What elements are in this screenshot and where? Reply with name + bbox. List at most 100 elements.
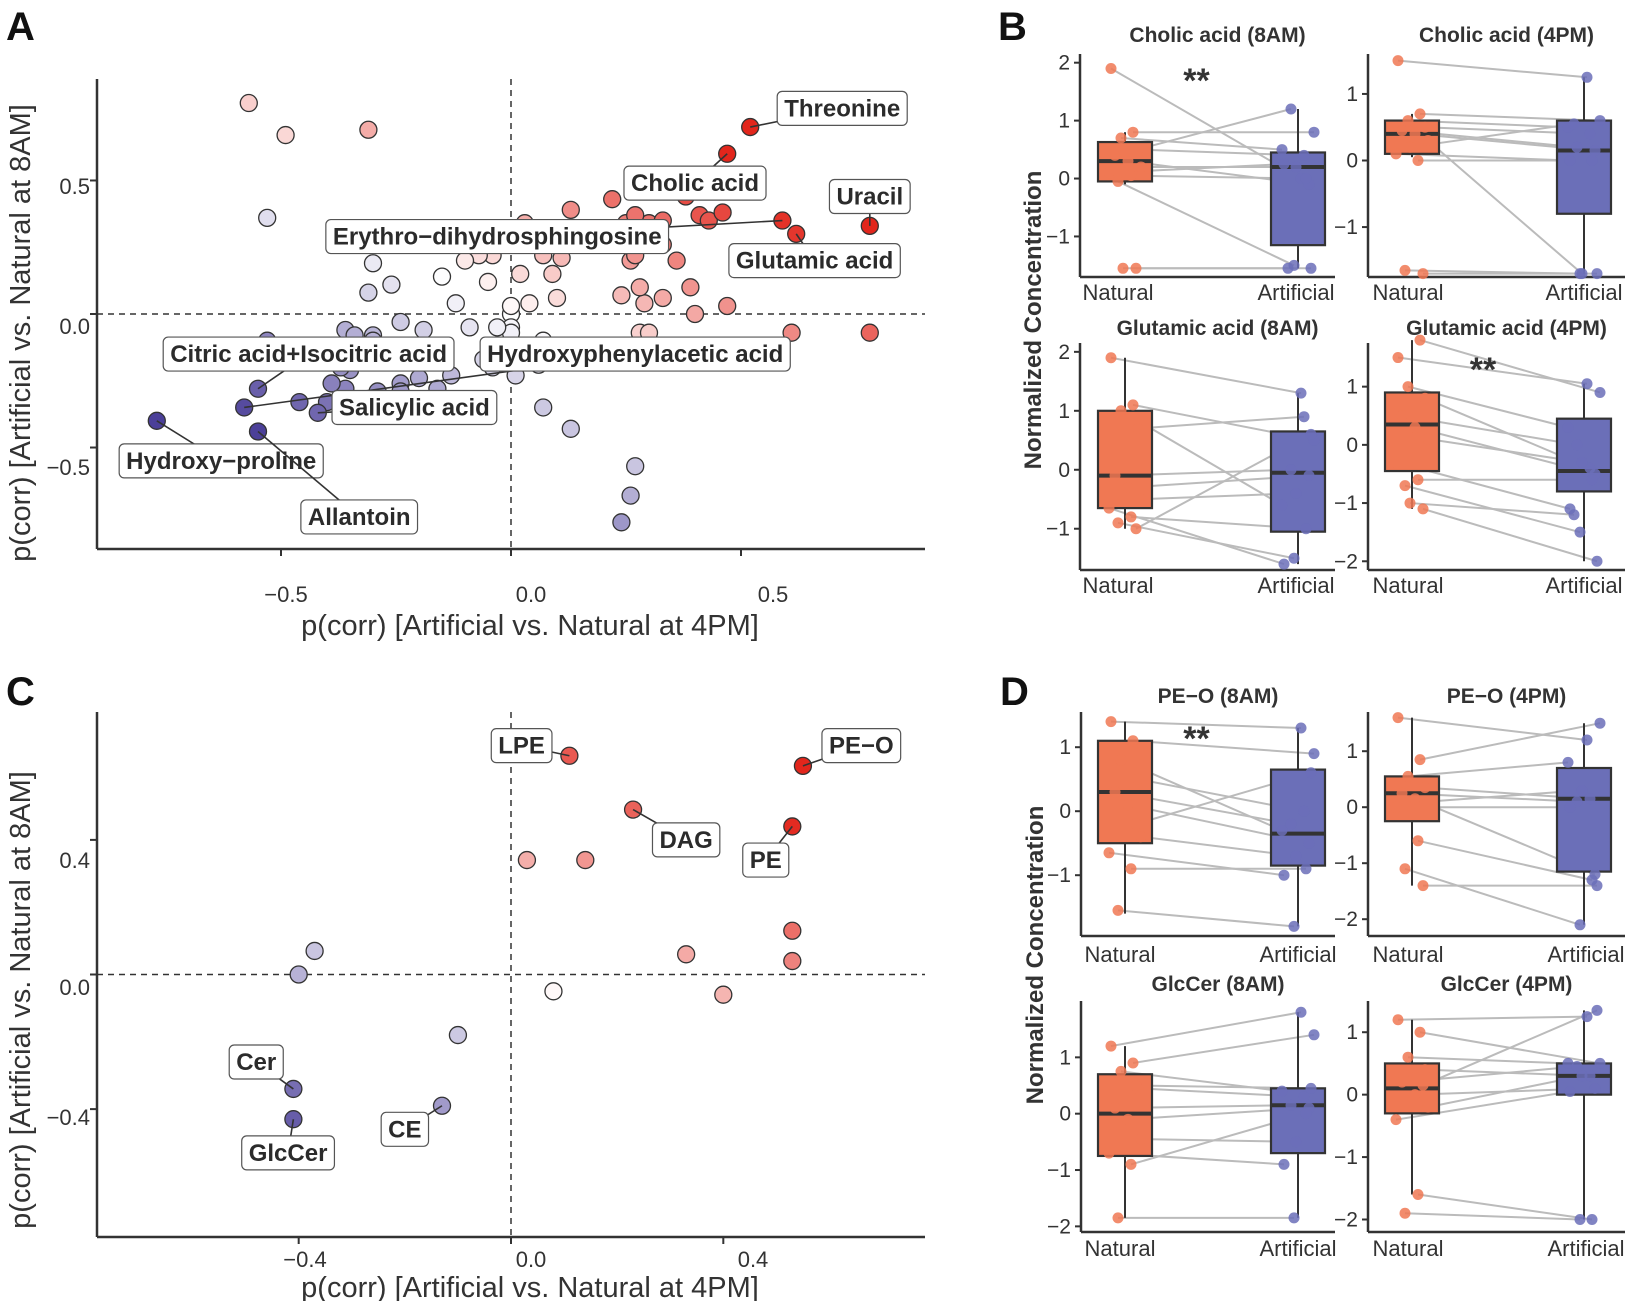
artificial-point xyxy=(1300,173,1312,185)
artificial-point xyxy=(1584,1070,1596,1082)
artificial-box xyxy=(1269,430,1327,533)
y-tick-label: 1 xyxy=(1059,736,1071,759)
data-point xyxy=(501,296,521,316)
data-point xyxy=(635,294,654,313)
panel-b-y-title: Normalized Concentration xyxy=(1020,171,1047,470)
y-tick-label: 1 xyxy=(1346,83,1358,106)
scatter-a: Threonine Cholic acid Uracil Erythro−dihydr… xyxy=(90,79,925,556)
natural-point xyxy=(1417,880,1429,892)
natural-point xyxy=(1409,421,1421,433)
box-panel-title: Glutamic acid (8AM) xyxy=(1117,317,1319,340)
point-label: GlcCer xyxy=(249,1140,328,1167)
natural-point xyxy=(1127,1057,1139,1069)
label-box xyxy=(623,165,767,201)
artificial-point xyxy=(1303,470,1315,482)
artificial-point xyxy=(1303,837,1315,849)
natural-point xyxy=(1115,754,1127,766)
point-label: Citric acid+Isocitric acid xyxy=(170,341,447,368)
artificial-point xyxy=(1594,386,1606,398)
natural-point xyxy=(1109,786,1121,798)
artificial-point xyxy=(1278,869,1290,881)
point-label: Hydroxy−proline xyxy=(126,448,316,475)
data-point xyxy=(520,294,539,313)
natural-point xyxy=(1132,773,1144,785)
data-point xyxy=(612,286,631,305)
pair-line xyxy=(1395,1090,1571,1121)
natural-point xyxy=(1392,1014,1404,1026)
box-panel-title: Glutamic acid (4PM) xyxy=(1406,317,1607,340)
boxplot-d4: GlcCer (4PM) −2 −1 0 1 Natural Artificial xyxy=(1334,973,1625,1261)
label-box xyxy=(380,1111,430,1147)
data-point xyxy=(783,951,802,971)
data-point xyxy=(460,318,479,337)
natural-point xyxy=(1396,410,1408,422)
panel-c-y-tick: −0.4 xyxy=(47,1105,90,1130)
artificial-point xyxy=(1308,748,1320,760)
y-tick-label: 2 xyxy=(1058,341,1070,364)
artificial-point xyxy=(1562,756,1574,768)
artificial-point xyxy=(1562,1057,1574,1069)
natural-point xyxy=(1417,268,1429,280)
y-tick-label: −2 xyxy=(1334,908,1358,931)
artificial-point xyxy=(1305,262,1317,274)
data-point xyxy=(681,278,700,297)
natural-point xyxy=(1130,523,1142,535)
artificial-point xyxy=(1562,421,1574,433)
panel-letter-a: A xyxy=(6,5,35,49)
pair-line xyxy=(1427,139,1583,275)
panel-c-y-tick: 0.4 xyxy=(59,848,90,873)
natural-point xyxy=(1402,770,1414,782)
natural-point xyxy=(1103,1147,1115,1159)
artificial-point xyxy=(1574,268,1586,280)
artificial-point xyxy=(1290,487,1302,499)
y-tick-label: 0 xyxy=(1058,459,1070,482)
y-tick-label: 1 xyxy=(1346,376,1358,399)
label-box xyxy=(651,822,721,858)
data-point xyxy=(382,275,401,294)
natural-point xyxy=(1105,1040,1117,1052)
artificial-point xyxy=(1564,801,1576,813)
artificial-point xyxy=(1586,474,1598,486)
y-tick-label: 2 xyxy=(1058,52,1070,75)
pair-line xyxy=(1419,112,1601,122)
natural-point xyxy=(1115,132,1127,144)
pair-line xyxy=(1397,1015,1588,1021)
artificial-point xyxy=(1589,145,1601,157)
pair-line xyxy=(1404,867,1581,926)
category-label: Natural xyxy=(1085,942,1156,967)
pair-line xyxy=(1417,1193,1593,1221)
artificial-point xyxy=(1576,784,1588,796)
pair-line xyxy=(1422,1009,1598,1087)
panel-a-x-tick: 0.0 xyxy=(516,582,547,607)
panel-letter-c: C xyxy=(6,670,35,714)
box-panel-title: GlcCer (4PM) xyxy=(1441,973,1573,996)
point-label: LPE xyxy=(498,733,545,760)
point-label: Erythro−dihydrosphingosine xyxy=(333,224,662,251)
data-point xyxy=(363,254,383,273)
artificial-point xyxy=(1571,439,1583,451)
y-tick-label: 0 xyxy=(1346,796,1358,819)
pair-line xyxy=(1395,152,1571,162)
data-point xyxy=(561,200,580,220)
data-point xyxy=(391,312,410,332)
artificial-point xyxy=(1290,161,1302,173)
artificial-point xyxy=(1282,262,1294,274)
data-point xyxy=(783,921,802,940)
artificial-point xyxy=(1298,411,1310,423)
category-label: Artificial xyxy=(1259,1236,1336,1261)
natural-point xyxy=(1122,155,1134,167)
y-tick-label: 0 xyxy=(1058,168,1070,191)
data-point xyxy=(547,288,567,308)
significance-marker: ** xyxy=(1470,351,1497,389)
natural-point xyxy=(1422,796,1434,808)
panel-d-y-title: Normalized Concentration xyxy=(1022,806,1049,1105)
natural-point xyxy=(1135,161,1147,173)
data-point xyxy=(534,398,553,417)
artificial-point xyxy=(1594,115,1606,127)
artificial-point xyxy=(1568,509,1580,521)
artificial-point xyxy=(1581,378,1593,390)
y-tick-label: −1 xyxy=(1334,1146,1358,1169)
artificial-point xyxy=(1276,1085,1288,1097)
category-label: Artificial xyxy=(1257,280,1334,305)
natural-point xyxy=(1414,334,1426,346)
